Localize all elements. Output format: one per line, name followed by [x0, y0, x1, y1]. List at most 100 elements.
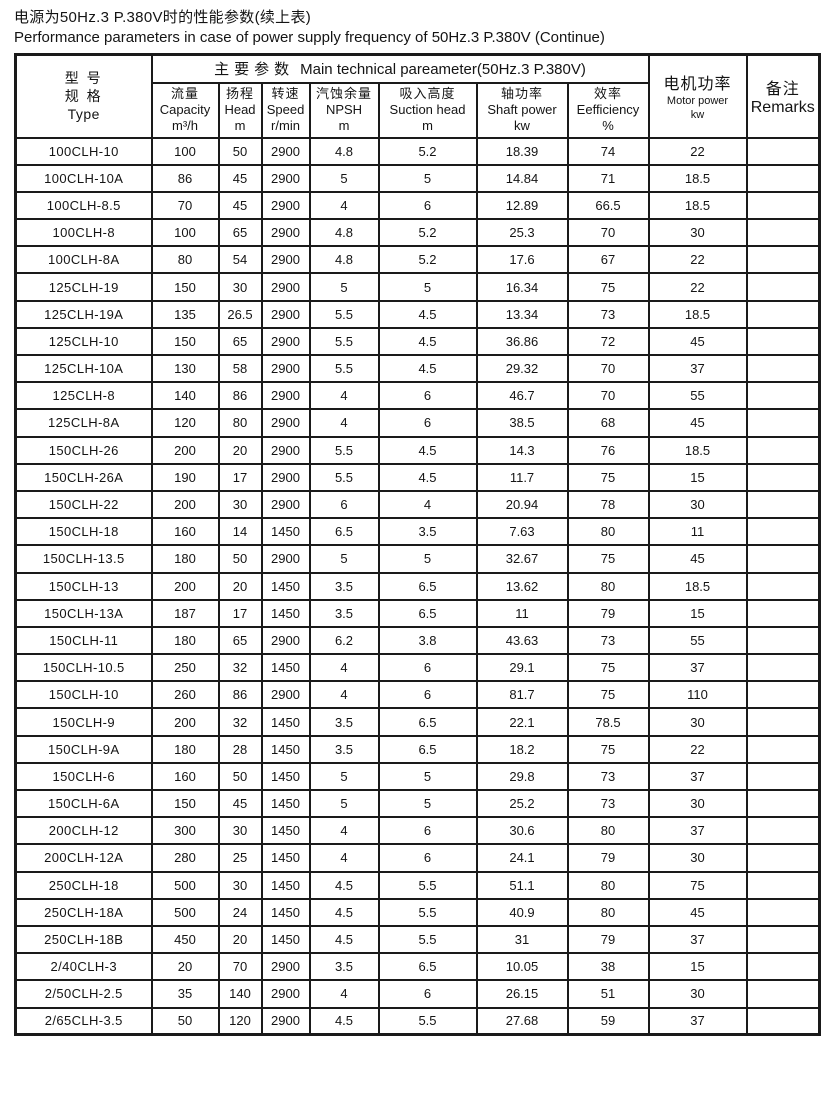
remarks-cell: [745, 952, 821, 982]
remarks-cell: [745, 897, 821, 927]
shaft-power-cell: 17.6: [475, 245, 569, 275]
speed-cell: 1450: [260, 761, 311, 792]
capacity-cell: 200: [150, 489, 220, 520]
motor-power-cell: 22: [647, 272, 748, 302]
pump-type-cell: 150CLH-13: [14, 571, 153, 601]
motor-power-cell: 18.5: [647, 190, 748, 221]
table-row: 150CLH-9A 180 28 1450 3.5 6.5 18.2 75 22: [14, 734, 821, 764]
npsh-cell: 4: [308, 680, 380, 710]
table-row: 250CLH-18 500 30 1450 4.5 5.5 51.1 80 75: [14, 870, 821, 900]
pump-type-cell: 150CLH-22: [14, 489, 153, 520]
head-cell: 20: [217, 924, 263, 955]
capacity-cell: 20: [150, 952, 220, 982]
head-cell: 20: [217, 571, 263, 601]
speed-cell: 2900: [260, 1006, 311, 1036]
efficiency-cell: 70: [566, 353, 650, 384]
head-cell: 30: [217, 272, 263, 302]
efficiency-cell: 80: [566, 816, 650, 846]
capacity-cell: 300: [150, 816, 220, 846]
head-cell: 25: [217, 843, 263, 873]
speed-cell: 2900: [260, 408, 311, 438]
suction-head-cell: 5.5: [377, 897, 478, 927]
efficiency-cell: 73: [566, 761, 650, 792]
efficiency-cell: 70: [566, 218, 650, 248]
table-row: 150CLH-26A 190 17 2900 5.5 4.5 11.7 75 1…: [14, 462, 821, 492]
remarks-cell: [745, 326, 821, 357]
table-row: 150CLH-13A 187 17 1450 3.5 6.5 11 79 15: [14, 598, 821, 628]
table-row: 100CLH-8A 80 54 2900 4.8 5.2 17.6 67 22: [14, 245, 821, 275]
pump-type-cell: 200CLH-12: [14, 816, 153, 846]
speed-cell: 2900: [260, 136, 311, 166]
pump-type-cell: 100CLH-10A: [14, 163, 153, 193]
motor-power-cell: 22: [647, 136, 748, 166]
head-cell: 86: [217, 381, 263, 411]
pump-type-cell: 150CLH-18: [14, 517, 153, 547]
head-cell: 28: [217, 734, 263, 764]
pump-type-cell: 250CLH-18A: [14, 897, 153, 927]
efficiency-cell: 75: [566, 653, 650, 683]
head-cell: 50: [217, 761, 263, 792]
motor-power-cell: 45: [647, 897, 748, 927]
motor-power-cell: 30: [647, 489, 748, 520]
pump-type-cell: 150CLH-26A: [14, 462, 153, 492]
motor-power-cell: 75: [647, 870, 748, 900]
table-row: 125CLH-19A 135 26.5 2900 5.5 4.5 13.34 7…: [14, 299, 821, 329]
remarks-cell: [745, 544, 821, 574]
capacity-cell: 187: [150, 598, 220, 628]
pump-type-cell: 125CLH-8: [14, 381, 153, 411]
motor-power-cell: 11: [647, 517, 748, 547]
head-cell: 45: [217, 190, 263, 221]
efficiency-cell: 79: [566, 843, 650, 873]
remarks-cell: [745, 653, 821, 683]
speed-cell: 1450: [260, 653, 311, 683]
remarks-cell: [745, 625, 821, 656]
npsh-cell: 4: [308, 843, 380, 873]
motor-power-cell: 15: [647, 462, 748, 492]
speed-cell: 1450: [260, 707, 311, 737]
efficiency-cell: 73: [566, 299, 650, 329]
suction-head-cell: 6: [377, 680, 478, 710]
pump-type-cell: 125CLH-19: [14, 272, 153, 302]
head-cell: 32: [217, 707, 263, 737]
pump-type-cell: 150CLH-9: [14, 707, 153, 737]
remarks-cell: [745, 299, 821, 329]
speed-cell: 1450: [260, 816, 311, 846]
speed-cell: 2900: [260, 680, 311, 710]
suction-head-cell: 4.5: [377, 299, 478, 329]
efficiency-cell: 75: [566, 462, 650, 492]
table-row: 125CLH-19 150 30 2900 5 5 16.34 75 22: [14, 272, 821, 302]
efficiency-cell: 66.5: [566, 190, 650, 221]
suction-head-cell: 4: [377, 489, 478, 520]
suction-head-cell: 4.5: [377, 435, 478, 465]
efficiency-cell: 79: [566, 924, 650, 955]
npsh-cell: 4: [308, 381, 380, 411]
head-cell: 30: [217, 870, 263, 900]
speed-cell: 2900: [260, 381, 311, 411]
motor-power-cell: 18.5: [647, 163, 748, 193]
table-row: 125CLH-8 140 86 2900 4 6 46.7 70 55: [14, 381, 821, 411]
shaft-power-cell: 38.5: [475, 408, 569, 438]
table-row: 200CLH-12 300 30 1450 4 6 30.6 80 37: [14, 816, 821, 846]
npsh-cell: 5.5: [308, 299, 380, 329]
npsh-cell: 3.5: [308, 952, 380, 982]
pump-type-cell: 100CLH-10: [14, 136, 153, 166]
suction-head-cell: 3.5: [377, 517, 478, 547]
npsh-cell: 5: [308, 163, 380, 193]
remarks-header-cn: 备注: [765, 81, 800, 99]
npsh-cell: 4.5: [308, 870, 380, 900]
head-cell: 86: [217, 680, 263, 710]
capacity-cell: 160: [150, 517, 220, 547]
pump-type-cell: 150CLH-6A: [14, 788, 153, 819]
head-cell: 26.5: [217, 299, 263, 329]
capacity-cell: 160: [150, 761, 220, 792]
head-cell: 50: [217, 136, 263, 166]
motor-power-cell: 45: [647, 326, 748, 357]
shaft-power-cell: 51.1: [475, 870, 569, 900]
group-header-en: Main technical pareameter(50Hz.3 P.380V): [300, 61, 586, 79]
table-row: 150CLH-9 200 32 1450 3.5 6.5 22.1 78.5 3…: [14, 707, 821, 737]
efficiency-cell: 75: [566, 272, 650, 302]
npsh-cell: 4: [308, 653, 380, 683]
motor-header-unit: kw: [690, 109, 705, 122]
head-cell: 65: [217, 625, 263, 656]
capacity-cell: 150: [150, 788, 220, 819]
